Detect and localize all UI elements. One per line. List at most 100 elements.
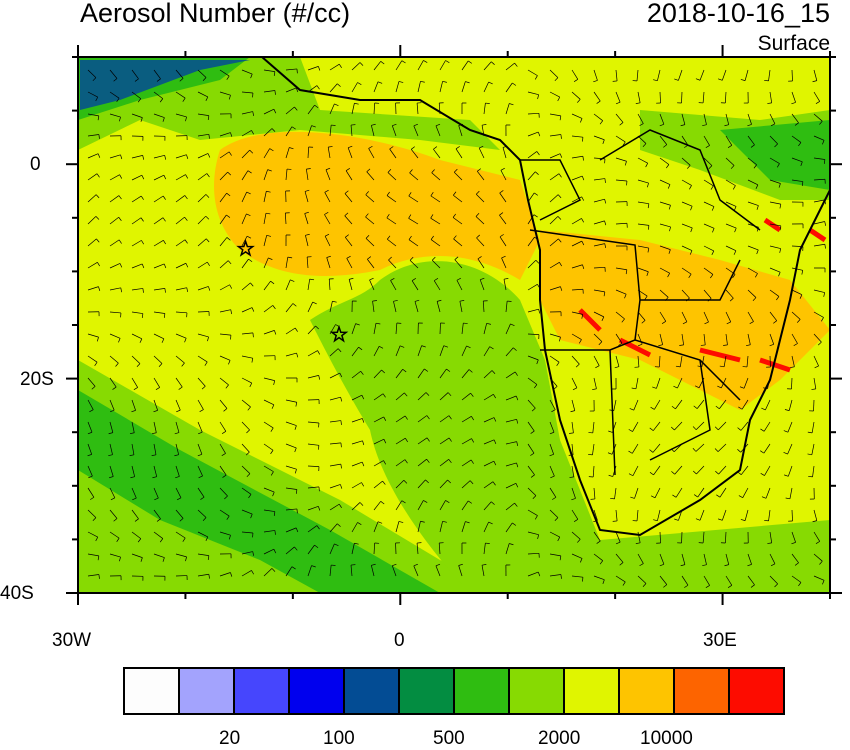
wind-barb (131, 421, 135, 433)
wind-barb (285, 443, 297, 449)
wind-barb (351, 323, 356, 335)
wind-barb (153, 443, 157, 455)
wind-barb (263, 235, 268, 247)
wind-barb (241, 130, 252, 137)
wind-barb (417, 479, 426, 489)
wind-barb-flag (430, 192, 434, 197)
wind-barb-flag (98, 574, 100, 579)
wind-barb (656, 377, 661, 389)
wind-barb (549, 443, 555, 455)
wind-barb (461, 438, 472, 445)
wind-barb-flag (489, 346, 494, 350)
wind-barb-flag (535, 260, 540, 264)
wind-barb (285, 279, 291, 291)
wind-barb-flag (118, 338, 121, 343)
wind-barb (219, 309, 231, 313)
wind-barb-flag (514, 502, 518, 507)
wind-barb (681, 179, 692, 186)
wind-barb (329, 301, 333, 313)
wind-barb-flag (559, 262, 562, 267)
wind-barb-flag (559, 115, 562, 121)
wind-barb-flag (453, 235, 457, 240)
wind-barb-flag (361, 461, 365, 467)
wind-barb-flag (409, 256, 414, 261)
wind-barb-flag (799, 294, 803, 299)
wind-barb (721, 69, 727, 81)
wind-barb (791, 333, 798, 344)
wind-barb-flag (368, 145, 373, 149)
wind-barb (724, 91, 727, 104)
wind-barb (725, 575, 733, 586)
wind-barb-flag (719, 365, 725, 368)
wind-barb (373, 480, 383, 489)
wind-barb (351, 502, 361, 511)
wind-barb (436, 301, 441, 313)
wind-barb-flag (737, 427, 742, 431)
wind-barb (285, 106, 295, 115)
wind-barb (769, 91, 773, 103)
wind-barb-flag (764, 79, 769, 82)
wind-barb-flag (273, 511, 276, 516)
colorbar-swatch (343, 667, 400, 715)
wind-barb (461, 323, 464, 335)
wind-barb (153, 195, 164, 203)
wind-barb (197, 399, 204, 410)
colorbar-swatch (123, 667, 180, 715)
wind-barb-flag (315, 325, 319, 330)
wind-barb (787, 465, 793, 477)
wind-barb (681, 135, 689, 146)
wind-barb (241, 570, 252, 577)
wind-barb-flag (134, 518, 139, 522)
wind-barb (389, 148, 397, 159)
wind-barb (461, 521, 466, 533)
wind-barb-flag (733, 250, 737, 255)
wind-barb (197, 286, 209, 291)
wind-barb (153, 155, 165, 159)
wind-barb (659, 113, 665, 125)
wind-barb (327, 147, 331, 159)
wind-barb-flag (798, 582, 802, 587)
lon-tick-label: 30W (52, 630, 92, 651)
wind-barb (703, 333, 706, 345)
wind-barb (329, 348, 339, 357)
wind-barb-flag (668, 205, 671, 210)
wind-barb (571, 196, 582, 203)
colorbar (123, 667, 785, 715)
wind-barb (153, 355, 163, 364)
wind-barb-flag (628, 473, 634, 477)
wind-barb (241, 282, 251, 291)
wind-barb (549, 173, 560, 181)
wind-barb (747, 245, 759, 251)
wind-barb-flag (708, 165, 713, 170)
wind-barb-flag (332, 300, 337, 303)
wind-barb (657, 509, 661, 521)
wind-barb (369, 279, 375, 291)
wind-barb-flag (96, 238, 100, 243)
wind-barb (87, 574, 99, 577)
wind-barb (87, 216, 97, 225)
wind-barb-flag (129, 454, 135, 456)
wind-barb-flag (295, 402, 298, 407)
wind-barb (571, 240, 583, 247)
wind-barb (813, 531, 821, 542)
wind-barb-flag (408, 214, 412, 219)
wind-barb-flag (119, 174, 123, 179)
wind-barb (461, 415, 472, 423)
wind-barb (614, 487, 617, 499)
wind-barb-flag (226, 515, 230, 520)
wind-barb-flag (581, 218, 585, 223)
wind-barb (87, 355, 98, 363)
wind-barb-flag (534, 515, 538, 520)
wind-barb (263, 280, 271, 291)
wind-barb-flag (158, 363, 163, 367)
wind-barb-flag (186, 287, 189, 293)
wind-barb (87, 238, 97, 247)
wind-barb-flag (448, 459, 452, 464)
wind-barb (241, 551, 253, 555)
wind-barb-flag (151, 432, 157, 435)
wind-barb (373, 521, 379, 533)
wind-barb-flag (608, 474, 613, 477)
wind-barb-flag (314, 104, 319, 109)
wind-barb (571, 487, 576, 499)
wind-barb-flag (727, 585, 733, 588)
